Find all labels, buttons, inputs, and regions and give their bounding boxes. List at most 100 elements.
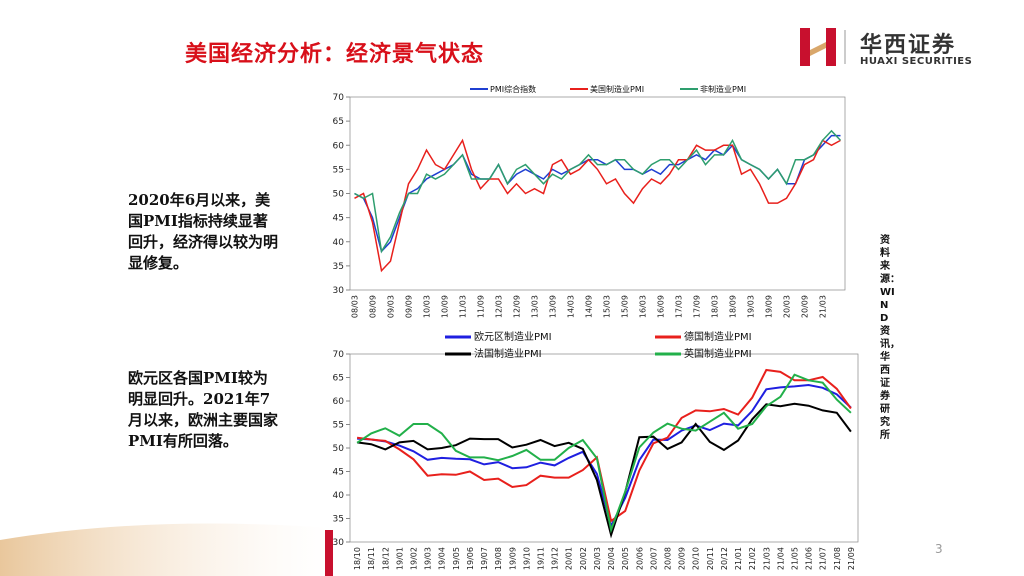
logo-mark xyxy=(810,42,826,56)
x-tick-label: 20/02 xyxy=(579,547,588,570)
x-tick-label: 10/03 xyxy=(423,295,432,318)
x-tick-label: 19/03 xyxy=(747,295,756,318)
x-tick-label: 18/09 xyxy=(729,295,738,318)
y-tick-label: 55 xyxy=(333,165,344,175)
y-tick-label: 35 xyxy=(333,262,344,272)
x-tick-label: 20/06 xyxy=(635,547,644,570)
y-tick-label: 40 xyxy=(333,238,345,248)
x-tick-label: 16/09 xyxy=(657,295,666,318)
y-tick-label: 45 xyxy=(333,468,344,478)
y-tick-label: 65 xyxy=(333,374,344,384)
x-tick-label: 08/09 xyxy=(369,295,378,318)
x-tick-label: 20/09 xyxy=(678,547,687,570)
x-tick-label: 09/03 xyxy=(387,295,396,318)
y-tick-label: 50 xyxy=(333,190,345,200)
x-tick-label: 20/12 xyxy=(720,547,729,570)
x-tick-label: 20/04 xyxy=(607,547,616,570)
x-tick-label: 21/04 xyxy=(776,547,785,570)
x-tick-label: 20/08 xyxy=(664,547,673,570)
x-tick-label: 21/08 xyxy=(833,547,842,570)
x-tick-label: 19/03 xyxy=(424,547,433,570)
legend-label: 法国制造业PMI xyxy=(474,347,542,360)
y-tick-label: 30 xyxy=(333,286,345,296)
x-tick-label: 11/03 xyxy=(459,295,468,318)
y-tick-label: 35 xyxy=(333,515,344,525)
series-line xyxy=(356,402,852,539)
logo-text: 华西证券 xyxy=(860,33,957,58)
x-tick-label: 18/03 xyxy=(711,295,720,318)
legend-label: 德国制造业PMI xyxy=(684,330,752,343)
x-tick-label: 19/07 xyxy=(480,547,489,570)
x-tick-label: 20/07 xyxy=(649,547,658,570)
x-tick-label: 19/10 xyxy=(522,547,531,570)
x-tick-label: 19/06 xyxy=(466,547,475,570)
legend-label: 非制造业PMI xyxy=(700,84,746,94)
logo-mark xyxy=(826,28,836,66)
plot-frame xyxy=(349,96,846,291)
x-tick-label: 19/05 xyxy=(452,547,461,570)
x-tick-label: 20/11 xyxy=(706,547,715,570)
x-tick-label: 19/01 xyxy=(395,547,404,570)
note: 2020年6月以来，美国PMI指标持续显著回升，经济得以较为明显修复。 xyxy=(128,191,279,272)
legend-label: 美国制造业PMI xyxy=(590,84,644,94)
logo-mark xyxy=(800,28,810,66)
series-line xyxy=(357,383,852,529)
bar-accent xyxy=(325,530,333,576)
x-tick-label: 17/09 xyxy=(693,295,702,318)
y-tick-label: 50 xyxy=(333,444,345,454)
y-tick-label: 55 xyxy=(333,421,344,431)
x-tick-label: 16/03 xyxy=(639,295,648,318)
x-tick-label: 13/09 xyxy=(549,295,558,318)
legend-label: 欧元区制造业PMI xyxy=(474,330,552,343)
x-tick-label: 19/02 xyxy=(410,547,419,570)
x-tick-label: 20/09 xyxy=(801,295,810,318)
y-tick-label: 40 xyxy=(333,491,345,501)
x-tick-label: 20/05 xyxy=(621,547,630,570)
x-tick-label: 12/03 xyxy=(495,295,504,318)
x-tick-label: 21/07 xyxy=(819,547,828,570)
x-tick-label: 20/01 xyxy=(565,547,574,570)
x-tick-label: 18/10 xyxy=(353,547,362,570)
x-tick-label: 14/09 xyxy=(585,295,594,318)
x-tick-label: 19/08 xyxy=(494,547,503,570)
y-tick-label: 70 xyxy=(333,350,345,360)
x-tick-label: 21/06 xyxy=(805,547,814,570)
series-line xyxy=(354,129,842,254)
page-number: 3 xyxy=(935,542,943,556)
x-tick-label: 19/04 xyxy=(438,547,447,570)
x-tick-label: 20/10 xyxy=(692,547,701,570)
y-tick-label: 70 xyxy=(333,93,345,103)
x-tick-label: 10/09 xyxy=(441,295,450,318)
x-tick-label: 17/03 xyxy=(675,295,684,318)
series-line xyxy=(354,138,841,273)
x-tick-label: 21/01 xyxy=(734,547,743,570)
x-tick-label: 15/09 xyxy=(621,295,630,318)
x-tick-label: 21/05 xyxy=(791,547,800,570)
x-tick-label: 20/03 xyxy=(783,295,792,318)
x-tick-label: 11/09 xyxy=(477,295,486,318)
legend-label: PMI综合指数 xyxy=(490,84,536,94)
note: 欧元区各国PMI较为明显回升。2021年7月以来，欧洲主要国家PMI有所回落。 xyxy=(128,369,279,450)
x-tick-label: 12/09 xyxy=(513,295,522,318)
slide-title: 美国经济分析：经济景气状态 xyxy=(185,41,485,67)
x-tick-label: 19/09 xyxy=(508,547,517,570)
y-tick-label: 30 xyxy=(333,538,345,548)
x-tick-label: 13/03 xyxy=(531,295,540,318)
series-line xyxy=(356,373,852,534)
source: 资料来源：WIND资讯，华西证券研究所 xyxy=(880,235,900,441)
y-tick-label: 60 xyxy=(333,397,345,407)
x-tick-label: 19/09 xyxy=(765,295,774,318)
x-tick-label: 21/02 xyxy=(748,547,757,570)
x-tick-label: 14/03 xyxy=(567,295,576,318)
x-tick-label: 09/09 xyxy=(405,295,414,318)
y-tick-label: 65 xyxy=(333,117,344,127)
x-tick-label: 21/03 xyxy=(762,547,771,570)
x-tick-label: 19/11 xyxy=(537,547,546,570)
logo-subtext: HUAXI SECURITIES xyxy=(860,56,973,67)
wave xyxy=(0,523,330,576)
x-tick-label: 18/11 xyxy=(367,547,376,570)
x-tick-label: 21/09 xyxy=(847,547,856,570)
